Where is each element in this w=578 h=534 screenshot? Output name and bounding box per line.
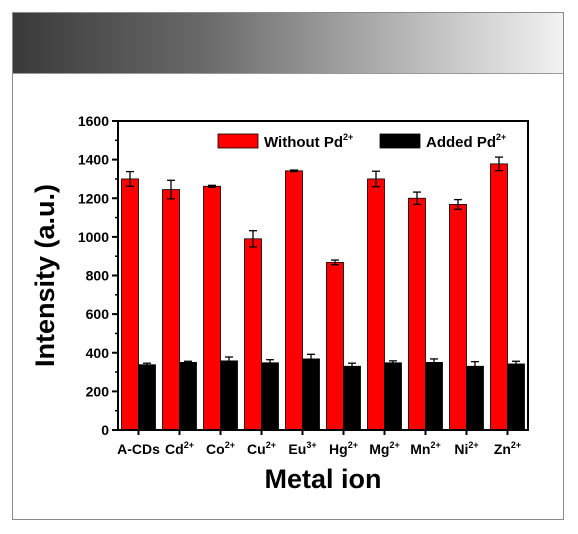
bar-without-pd — [367, 178, 385, 431]
bar-added-pd — [138, 364, 156, 431]
banner-divider — [13, 73, 563, 74]
bar-without-pd — [326, 261, 344, 431]
bar-added-pd — [507, 363, 525, 431]
bar-without-pd — [203, 185, 221, 431]
header-banner — [13, 13, 563, 73]
bar-without-pd — [244, 238, 262, 431]
bar-without-pd — [121, 178, 139, 431]
legend: Without Pd2+ Added Pd2+ — [217, 132, 506, 151]
y-tick-label: 200 — [86, 383, 110, 399]
bar-added-pd — [384, 362, 402, 431]
bar-without-pd — [162, 189, 180, 431]
y-tick-label: 1400 — [78, 152, 109, 168]
y-tick-label: 1000 — [78, 229, 109, 245]
x-tick-label: A-CDs — [117, 441, 160, 457]
y-tick-label: 400 — [86, 345, 110, 361]
y-tick-label: 600 — [86, 306, 110, 322]
bar-added-pd — [343, 365, 361, 431]
bar-added-pd — [466, 365, 484, 431]
x-tick-label: Co2+ — [206, 440, 235, 457]
x-tick-label: Eu3+ — [288, 440, 316, 457]
y-axis: 0 200 400 600 800 1000 1200 1400 1600 — [78, 113, 118, 438]
x-axis-label: Metal ion — [264, 464, 381, 494]
y-tick-label: 0 — [101, 422, 109, 438]
bar-without-pd — [408, 197, 426, 431]
x-tick-label: Mn2+ — [410, 440, 440, 457]
bar-without-pd — [490, 163, 508, 431]
y-tick-label: 800 — [86, 268, 110, 284]
legend-swatch-without-pd — [217, 133, 259, 149]
y-tick-label: 1200 — [78, 190, 109, 206]
legend-label: Added Pd2+ — [426, 132, 506, 151]
legend-swatch-added-pd — [379, 133, 421, 149]
bar-added-pd — [220, 360, 238, 431]
x-axis: A-CDs Cd2+ Co2+ Cu2+ Eu3+ Hg2+ Mg2+ Mn2+ Ni2+ Zn2… — [117, 430, 521, 457]
x-tick-label: Mg2+ — [369, 440, 399, 457]
y-axis-label: Intensity (a.u.) — [30, 184, 60, 367]
bars-layer — [121, 163, 525, 431]
bar-added-pd — [425, 362, 443, 431]
x-tick-label: Ni2+ — [454, 440, 478, 457]
x-tick-label: Cd2+ — [165, 440, 194, 457]
plot-area-frame — [117, 120, 529, 431]
x-tick-label: Zn2+ — [494, 440, 521, 457]
legend-label: Without Pd2+ — [264, 132, 353, 151]
bar-added-pd — [261, 362, 279, 431]
errorbars-layer — [126, 156, 520, 372]
x-tick-label: Hg2+ — [329, 440, 358, 457]
bar-added-pd — [302, 358, 320, 431]
bar-without-pd — [285, 170, 303, 431]
bar-added-pd — [179, 362, 197, 431]
y-tick-label: 1600 — [78, 113, 109, 129]
bar-without-pd — [449, 204, 467, 431]
x-tick-label: Cu2+ — [247, 440, 276, 457]
